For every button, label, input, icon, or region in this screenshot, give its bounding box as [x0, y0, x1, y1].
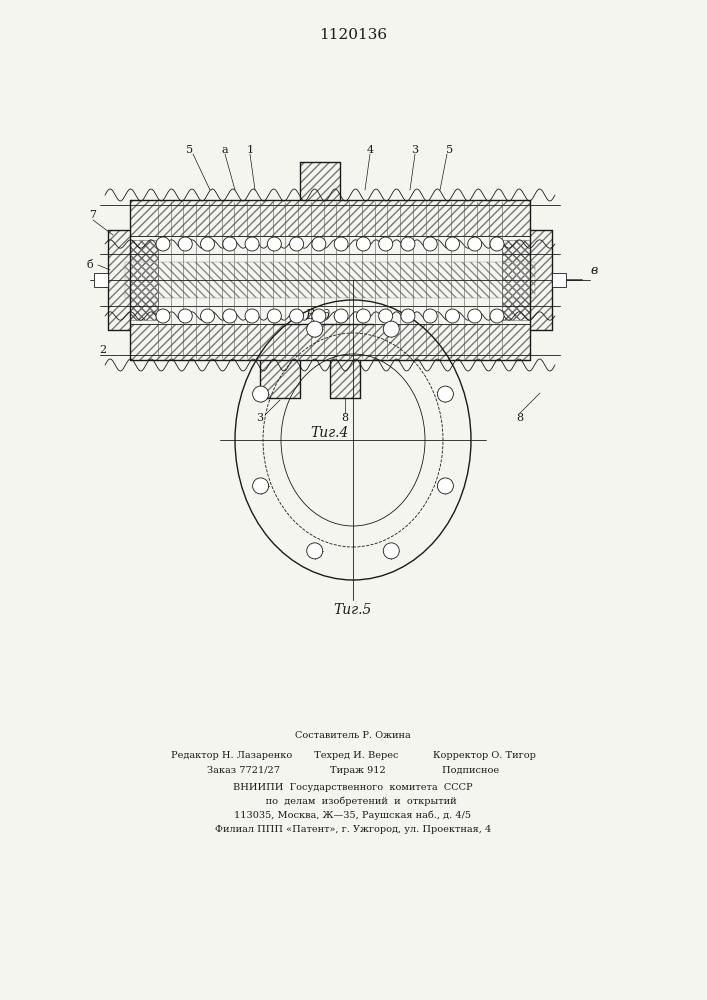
Circle shape: [423, 309, 437, 323]
Text: 8: 8: [516, 413, 524, 423]
Bar: [300, 162, 340, 200]
Circle shape: [468, 309, 481, 323]
Circle shape: [468, 237, 481, 251]
Circle shape: [423, 237, 437, 251]
Bar: [330, 360, 360, 398]
Bar: [130, 200, 530, 236]
Circle shape: [223, 237, 237, 251]
Circle shape: [438, 386, 453, 402]
Text: 4: 4: [366, 145, 373, 155]
Circle shape: [307, 321, 322, 337]
Text: Филиал ППП «Патент», г. Ужгород, ул. Проектная, 4: Филиал ППП «Патент», г. Ужгород, ул. Про…: [215, 825, 491, 834]
Text: Заказ 7721/27                Тираж 912                  Подписное: Заказ 7721/27 Тираж 912 Подписное: [207, 766, 499, 775]
Circle shape: [490, 237, 504, 251]
Circle shape: [356, 237, 370, 251]
Text: в: в: [590, 264, 597, 277]
Text: Вид в: Вид в: [305, 309, 341, 322]
Circle shape: [290, 309, 303, 323]
Text: 8: 8: [341, 413, 349, 423]
Circle shape: [312, 309, 326, 323]
Bar: [502, 240, 530, 320]
Text: 113035, Москва, Ж—35, Раушская наб., д. 4/5: 113035, Москва, Ж—35, Раушская наб., д. …: [235, 810, 472, 820]
Circle shape: [178, 237, 192, 251]
Circle shape: [334, 237, 348, 251]
Circle shape: [201, 237, 214, 251]
Circle shape: [178, 309, 192, 323]
Text: 3: 3: [257, 413, 264, 423]
Bar: [108, 230, 130, 330]
Text: 5: 5: [446, 145, 454, 155]
Circle shape: [252, 478, 269, 494]
Circle shape: [156, 237, 170, 251]
Bar: [130, 324, 530, 360]
Text: 1: 1: [247, 145, 254, 155]
Bar: [530, 230, 552, 330]
Text: 1120136: 1120136: [319, 28, 387, 42]
Text: б: б: [87, 260, 93, 270]
Bar: [552, 273, 566, 287]
Circle shape: [252, 386, 269, 402]
Circle shape: [290, 237, 303, 251]
Circle shape: [401, 237, 415, 251]
Circle shape: [245, 309, 259, 323]
Text: Составитель Р. Ожина: Составитель Р. Ожина: [295, 731, 411, 740]
Text: 7: 7: [90, 210, 96, 220]
Circle shape: [312, 237, 326, 251]
Circle shape: [445, 237, 460, 251]
Circle shape: [401, 309, 415, 323]
Circle shape: [383, 321, 399, 337]
Circle shape: [379, 309, 392, 323]
Bar: [260, 360, 300, 398]
Circle shape: [438, 478, 453, 494]
Circle shape: [334, 309, 348, 323]
Text: 5: 5: [187, 145, 194, 155]
Circle shape: [245, 237, 259, 251]
Text: 3: 3: [411, 145, 419, 155]
Bar: [94, 273, 108, 287]
Circle shape: [267, 309, 281, 323]
Text: Редактор Н. Лазаренко       Техред И. Верес           Корректор О. Тигор: Редактор Н. Лазаренко Техред И. Верес Ко…: [170, 751, 535, 760]
Text: Τиг.5: Τиг.5: [334, 603, 372, 617]
Circle shape: [201, 309, 214, 323]
Circle shape: [356, 309, 370, 323]
Circle shape: [490, 309, 504, 323]
Circle shape: [383, 543, 399, 559]
Text: Τиг.4: Τиг.4: [311, 426, 349, 440]
Text: по  делам  изобретений  и  открытий: по делам изобретений и открытий: [250, 796, 456, 806]
Bar: [130, 240, 158, 320]
Bar: [125, 262, 535, 298]
Circle shape: [267, 237, 281, 251]
Circle shape: [379, 237, 392, 251]
Circle shape: [307, 543, 322, 559]
Circle shape: [156, 309, 170, 323]
Circle shape: [445, 309, 460, 323]
Text: а: а: [222, 145, 228, 155]
Circle shape: [223, 309, 237, 323]
Text: 2: 2: [100, 345, 107, 355]
Text: ВНИИПИ  Государственного  комитета  СССР: ВНИИПИ Государственного комитета СССР: [233, 783, 473, 792]
